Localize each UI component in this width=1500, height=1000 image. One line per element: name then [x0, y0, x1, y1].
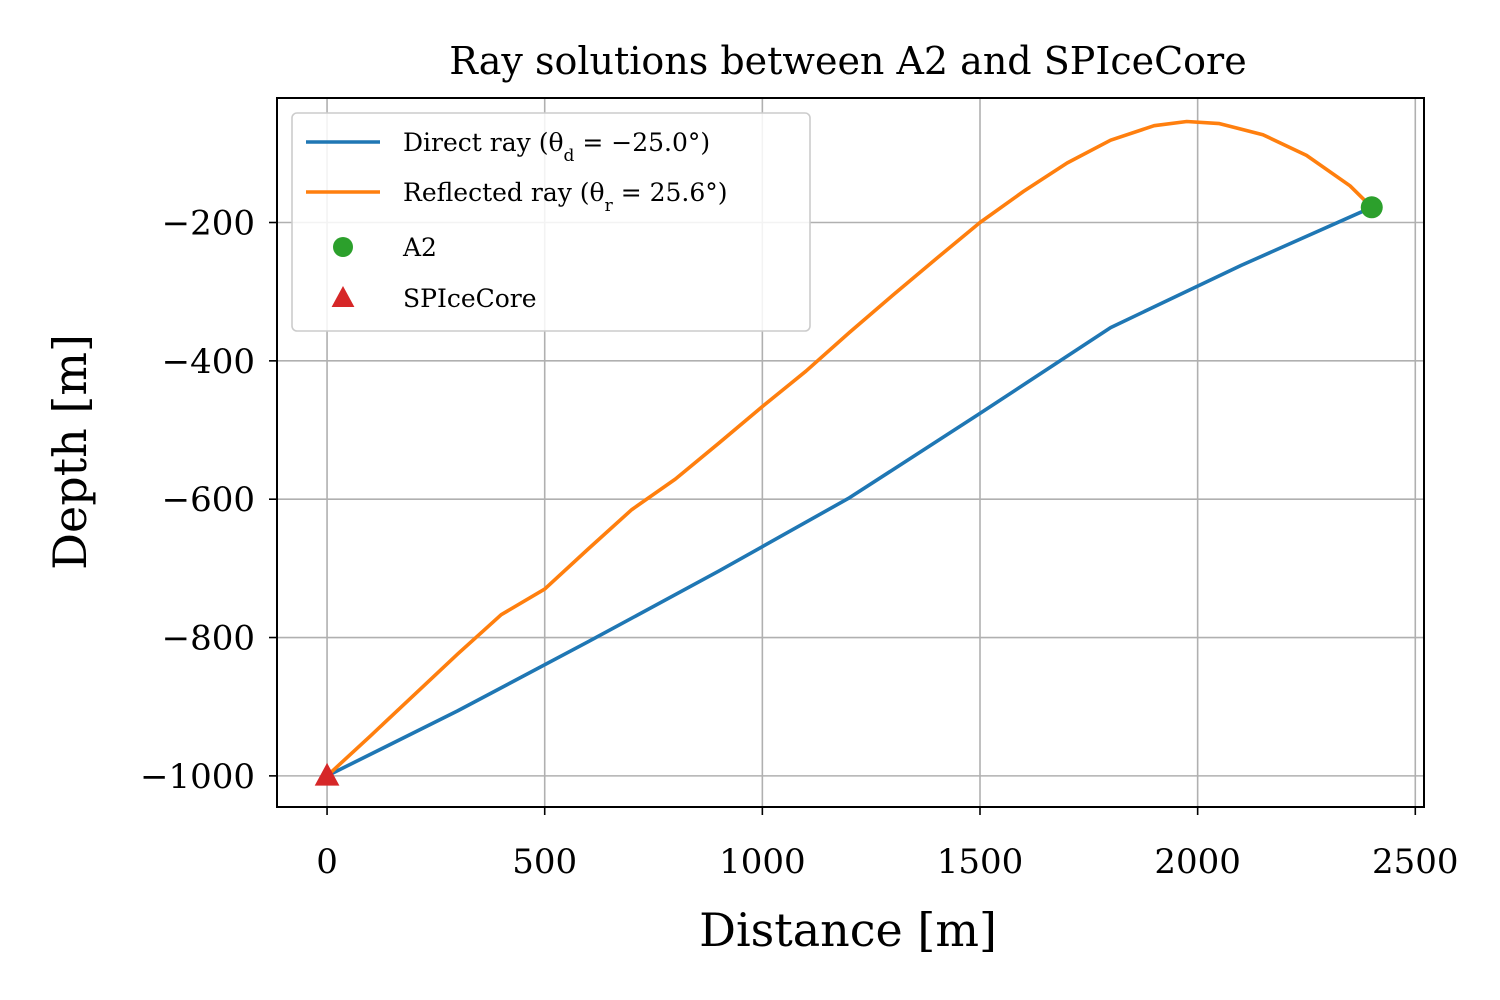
chart-title: Ray solutions between A2 and SPIceCore — [449, 39, 1246, 83]
legend-label-0: Direct ray (θd = −25.0°) — [403, 128, 710, 166]
legend-label-1: Reflected ray (θr = 25.6°) — [403, 178, 728, 216]
data-series — [314, 119, 1383, 786]
x-tick-label: 2000 — [1154, 842, 1241, 882]
series-line-0 — [325, 205, 1374, 778]
y-tick-label: −1000 — [140, 757, 255, 797]
legend-label-2: A2 — [402, 233, 437, 262]
marker-a2 — [1360, 196, 1383, 219]
legend-marker-spicecore — [331, 286, 355, 307]
x-tick-label: 1000 — [719, 842, 806, 882]
y-tick-label: −400 — [162, 342, 255, 382]
x-axis-label: Distance [m] — [699, 903, 997, 957]
y-tick-label: −600 — [162, 480, 255, 520]
y-tick-label: −200 — [162, 204, 255, 244]
legend-box — [291, 112, 811, 332]
y-axis-label: Depth [m] — [43, 334, 97, 570]
legend: Direct ray (θd = −25.0°) Reflected ray (θ… — [291, 112, 811, 332]
legend-marker-a2 — [333, 237, 353, 257]
x-tick-label: 1500 — [937, 842, 1024, 882]
marker-spicecore — [314, 762, 340, 786]
x-tick-label: 0 — [316, 842, 338, 882]
axis-ticks: 0 500 1000 1500 2000 2500 −200 −400 −600 −800 −100… — [140, 204, 1459, 882]
legend-label-3: SPIceCore — [403, 284, 537, 313]
x-tick-label: 2500 — [1372, 842, 1459, 882]
y-tick-label: −800 — [162, 619, 255, 659]
plot-frame — [276, 97, 1425, 808]
x-tick-label: 500 — [512, 842, 577, 882]
series-line-1 — [325, 119, 1374, 778]
